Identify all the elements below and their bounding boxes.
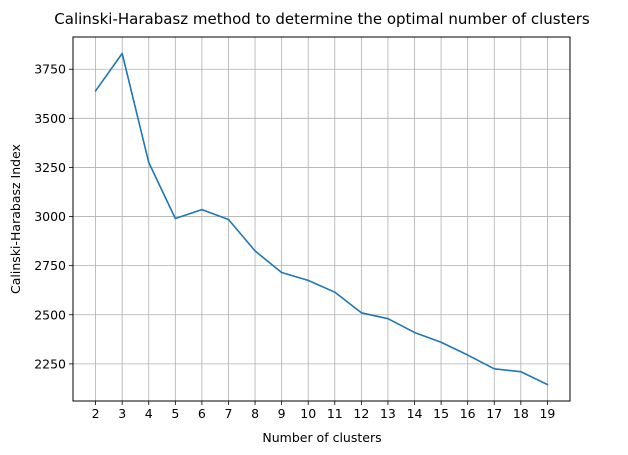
x-tick-label: 12 [353,406,369,421]
x-tick-label: 18 [513,406,529,421]
x-tick-label: 9 [278,406,286,421]
x-tick-label: 17 [486,406,502,421]
y-tick-label: 2750 [34,258,66,273]
series-line [94,52,549,386]
ticks: 2 3 4 5 6 7 8 9 10 11 12 13 14 15 16 17 18 19 2250 2500 2750… [34,62,555,421]
x-tick-label: 8 [251,406,259,421]
x-tick-label: 16 [460,406,476,421]
y-tick-label: 2250 [34,356,66,371]
x-tick-label: 15 [433,406,449,421]
y-tick-label: 3250 [34,160,66,175]
y-tick-label: 3000 [34,209,66,224]
x-tick-label: 4 [145,406,153,421]
y-tick-label: 3750 [34,62,66,77]
grid [73,37,570,401]
x-tick-label: 5 [171,406,179,421]
y-axis-label: Calinski-Harabasz Index [8,144,23,294]
series-layer [94,52,549,386]
x-tick-label: 3 [118,406,126,421]
x-tick-label: 19 [539,406,555,421]
chart-title: Calinski-Harabasz method to determine th… [54,10,590,28]
x-tick-label: 2 [92,406,100,421]
plot-frame [72,36,571,402]
x-tick-label: 13 [380,406,396,421]
x-tick-label: 11 [327,406,343,421]
x-tick-label: 6 [198,406,206,421]
x-tick-label: 10 [300,406,316,421]
x-tick-label: 7 [225,406,233,421]
x-axis-label: Number of clusters [262,430,381,445]
x-tick-label: 14 [407,406,423,421]
y-tick-label: 3500 [34,111,66,126]
y-tick-label: 2500 [34,307,66,322]
